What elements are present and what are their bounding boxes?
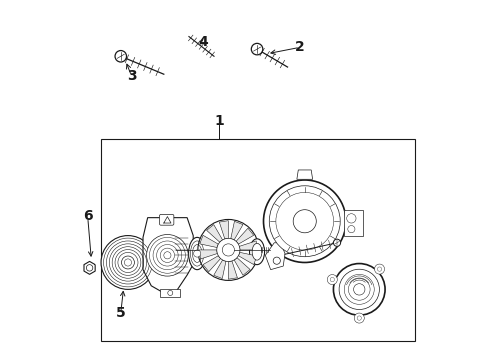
Circle shape [356, 316, 361, 320]
Text: 3: 3 [126, 69, 136, 83]
Circle shape [163, 252, 171, 259]
Polygon shape [84, 261, 95, 274]
Ellipse shape [252, 243, 262, 260]
Circle shape [263, 180, 346, 262]
Polygon shape [142, 218, 193, 293]
Circle shape [374, 264, 384, 274]
Circle shape [222, 244, 234, 256]
Circle shape [121, 256, 134, 269]
Circle shape [216, 238, 240, 261]
Ellipse shape [188, 237, 205, 270]
Circle shape [346, 214, 355, 223]
Polygon shape [296, 170, 312, 179]
Circle shape [86, 265, 93, 271]
Polygon shape [199, 250, 217, 259]
Circle shape [146, 234, 188, 276]
Polygon shape [234, 258, 249, 275]
Polygon shape [203, 256, 220, 272]
Polygon shape [344, 211, 362, 235]
Circle shape [377, 267, 381, 271]
Circle shape [326, 275, 337, 285]
Circle shape [329, 278, 334, 282]
Text: 4: 4 [198, 35, 208, 49]
Circle shape [198, 220, 258, 280]
Polygon shape [206, 225, 222, 242]
Circle shape [347, 226, 354, 233]
Circle shape [293, 210, 316, 233]
Circle shape [124, 259, 131, 266]
Polygon shape [236, 228, 253, 244]
Circle shape [101, 235, 155, 289]
Polygon shape [230, 221, 243, 240]
Text: 2: 2 [295, 40, 305, 54]
Circle shape [353, 284, 364, 295]
Polygon shape [219, 221, 228, 239]
Circle shape [353, 313, 364, 323]
Polygon shape [265, 243, 285, 270]
Polygon shape [199, 235, 218, 248]
Circle shape [167, 291, 172, 296]
Polygon shape [160, 289, 180, 297]
Text: 5: 5 [116, 306, 125, 320]
Polygon shape [228, 261, 237, 279]
Polygon shape [238, 252, 257, 265]
Circle shape [269, 186, 340, 257]
Circle shape [333, 264, 384, 315]
Circle shape [275, 192, 333, 250]
Circle shape [251, 43, 262, 55]
Polygon shape [239, 241, 257, 250]
FancyBboxPatch shape [159, 215, 174, 225]
Circle shape [193, 250, 201, 257]
Text: 1: 1 [214, 114, 224, 128]
Ellipse shape [249, 239, 264, 265]
Circle shape [333, 239, 340, 246]
Circle shape [338, 269, 379, 310]
Circle shape [115, 50, 126, 62]
Polygon shape [213, 260, 225, 279]
Circle shape [273, 257, 280, 264]
Text: 6: 6 [83, 209, 92, 223]
